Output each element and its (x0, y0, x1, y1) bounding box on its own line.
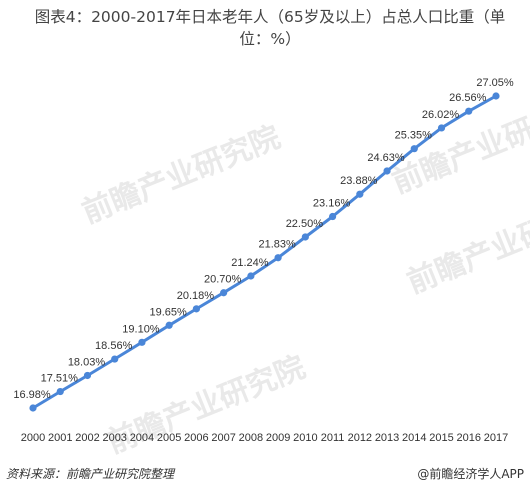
data-label: 24.63% (367, 152, 405, 164)
data-point (410, 145, 418, 153)
x-tick-label: 2000 (21, 432, 45, 444)
x-tick-label: 2016 (457, 432, 481, 444)
data-label: 21.83% (258, 239, 296, 251)
x-tick-label: 2005 (157, 432, 181, 444)
data-point (383, 167, 391, 175)
data-label: 20.70% (204, 274, 242, 286)
data-point (437, 124, 446, 132)
x-tick-label: 2008 (239, 432, 263, 444)
data-point (56, 387, 64, 396)
series-line (32, 94, 497, 410)
data-label: 25.35% (395, 130, 433, 142)
data-label: 23.16% (313, 198, 351, 210)
data-point (83, 371, 92, 380)
data-point (492, 92, 500, 100)
data-point (220, 289, 228, 297)
x-tick-label: 2017 (484, 432, 508, 444)
brand-credit: @前瞻经济学人APP (417, 467, 524, 481)
data-point (138, 338, 146, 346)
data-point (165, 321, 173, 329)
data-point (192, 305, 201, 313)
data-label: 19.10% (122, 323, 160, 335)
x-tick-label: 2010 (293, 432, 317, 444)
data-point (356, 190, 364, 198)
data-label: 16.98% (13, 389, 51, 401)
data-label: 27.05% (476, 77, 514, 89)
data-point (274, 254, 282, 262)
data-label: 19.65% (150, 306, 188, 318)
data-label: 26.02% (422, 109, 460, 121)
data-point (247, 272, 255, 280)
data-point (465, 107, 473, 115)
x-tick-label: 2013 (375, 432, 399, 444)
x-tick-label: 2003 (102, 432, 126, 444)
data-label: 23.88% (340, 175, 378, 187)
data-label: 20.18% (177, 290, 215, 302)
data-point (328, 212, 337, 221)
chart-title: 图表4：2000-2017年日本老年人（65岁及以上）占总人口比重（单位：%） (34, 8, 506, 48)
data-label: 26.56% (449, 92, 487, 104)
x-tick-label: 2015 (429, 432, 453, 444)
x-tick-label: 2014 (402, 432, 426, 444)
x-tick-label: 2011 (321, 432, 345, 444)
x-tick-label: 2002 (75, 432, 99, 444)
data-point (111, 355, 119, 363)
x-tick-label: 2007 (211, 432, 235, 444)
data-label: 22.50% (286, 218, 324, 230)
x-tick-label: 2004 (130, 432, 154, 444)
x-tick-label: 2009 (266, 432, 290, 444)
data-label: 18.56% (95, 340, 133, 352)
data-label: 21.24% (231, 257, 269, 269)
data-label: 18.03% (68, 356, 106, 368)
data-point (301, 233, 309, 241)
data-label: 17.51% (41, 373, 79, 385)
source-note: 资料来源：前瞻产业研究院整理 (6, 467, 175, 481)
data-point (29, 404, 37, 412)
x-tick-label: 2001 (48, 432, 72, 444)
x-tick-label: 2006 (184, 432, 208, 444)
x-tick-label: 2012 (348, 432, 372, 444)
